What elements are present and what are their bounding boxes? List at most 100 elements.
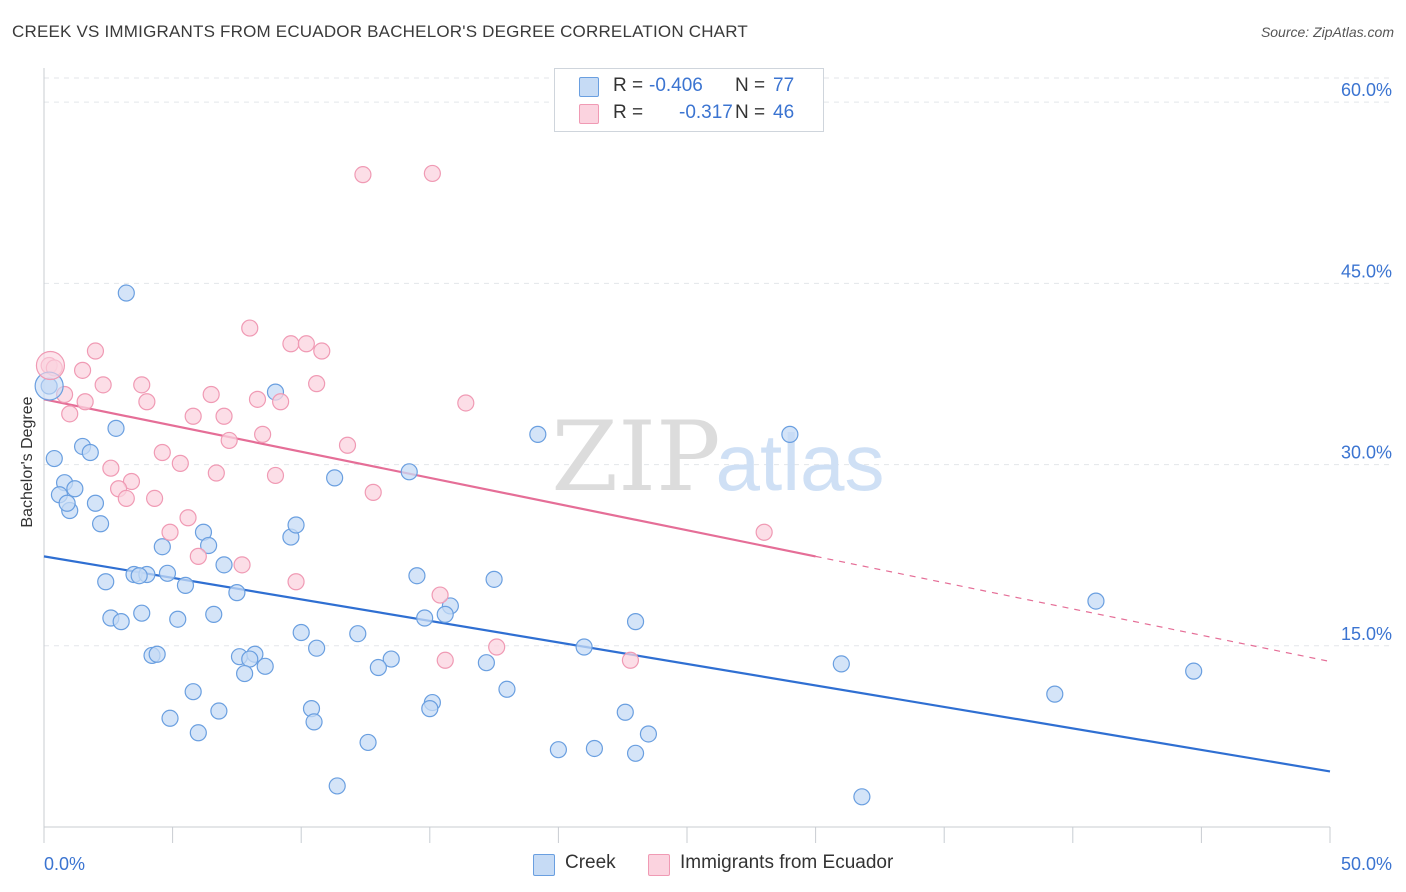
chart-title: CREEK VS IMMIGRANTS FROM ECUADOR BACHELO… <box>12 22 748 41</box>
ecuador-point <box>171 454 189 472</box>
creek-point <box>112 613 130 631</box>
ecuador-point <box>122 472 141 491</box>
y-tick-label: 60.0% <box>1341 80 1392 100</box>
ecuador-point <box>133 376 151 394</box>
creek-point <box>832 655 850 673</box>
ecuador-point <box>61 405 79 423</box>
ecuador-point <box>436 651 454 669</box>
creek-point <box>210 702 228 720</box>
ecuador-point <box>755 523 773 541</box>
creek-point <box>158 564 177 582</box>
bottom-legend-label-creek: Creek <box>565 852 616 873</box>
creek-point <box>287 516 305 534</box>
creek-point <box>256 657 274 675</box>
ecuador-point <box>488 638 506 656</box>
watermark-zip: ZIP <box>551 401 720 513</box>
ecuador-point <box>179 509 197 527</box>
ecuador-point <box>457 394 475 412</box>
ecuador-point <box>313 342 331 360</box>
ecuador-point <box>138 393 156 411</box>
legend-n-value: 46 <box>773 102 795 123</box>
creek-point <box>382 650 400 668</box>
legend-n-value: 77 <box>773 75 795 96</box>
creek-point <box>485 570 503 588</box>
creek-point <box>626 744 645 762</box>
source-label: Source: ZipAtlas.com <box>1260 24 1394 40</box>
trend-lines <box>43 398 1331 773</box>
creek-point <box>328 777 346 795</box>
creek-point <box>326 469 344 487</box>
ecuador-point <box>117 489 135 508</box>
correlation-legend: R = -0.406 N = 77 R = -0.317 N = 46 <box>554 68 824 132</box>
creek-point <box>66 480 84 498</box>
creek-point <box>308 639 326 657</box>
creek-point <box>400 463 418 481</box>
creek-point <box>161 709 179 727</box>
ecuador-point <box>233 556 251 574</box>
ecuador-point <box>364 483 382 501</box>
legend-n-label: N = <box>735 102 766 123</box>
axes <box>43 68 1331 843</box>
ecuador-point <box>94 376 112 394</box>
bottom-legend-swatch-ecuador <box>648 854 670 876</box>
creek-point <box>215 556 233 574</box>
creek-point <box>408 567 426 585</box>
ecuador-point <box>202 385 220 404</box>
ecuador-point <box>207 464 225 482</box>
creek-point <box>200 536 218 555</box>
creek-point <box>477 654 495 672</box>
ecuador-point <box>423 164 441 183</box>
creek-point <box>205 605 223 623</box>
ecuador-point <box>86 342 105 360</box>
ecuador-point <box>248 390 267 408</box>
ecuador-point <box>297 335 315 353</box>
ecuador-point <box>266 466 285 485</box>
ecuador-trend-line <box>43 398 816 558</box>
legend-swatch-ecuador <box>579 104 599 124</box>
creek-point <box>189 724 207 742</box>
creek-point <box>148 645 166 663</box>
y-tick-label: 45.0% <box>1341 261 1392 281</box>
ecuador-point <box>145 489 164 508</box>
ecuador-point <box>76 393 94 411</box>
creek-point <box>549 741 568 759</box>
creek-point <box>359 733 377 752</box>
bottom-legend-label-ecuador: Immigrants from Ecuador <box>680 852 894 873</box>
creek-point <box>626 613 645 631</box>
creek-point <box>130 567 148 585</box>
creek-point <box>585 739 604 758</box>
creek-point <box>781 425 799 443</box>
ecuador-point <box>184 407 202 425</box>
creek-point <box>853 788 871 806</box>
watermark-atlas: atlas <box>716 418 885 507</box>
creek-point <box>416 609 434 627</box>
creek-point <box>153 538 171 556</box>
creek-point <box>176 576 195 594</box>
y-tick-label: 15.0% <box>1341 624 1392 644</box>
tick-labels: 15.0% 30.0% 45.0% 60.0% 0.0% 50.0% <box>44 80 1392 874</box>
creek-point <box>639 725 658 743</box>
creek-point <box>45 449 63 468</box>
ecuador-point <box>35 350 66 381</box>
ecuador-point <box>272 393 290 411</box>
ecuador-point <box>189 547 207 565</box>
creek-point <box>107 419 125 437</box>
creek-point <box>421 700 439 718</box>
creek-point <box>1087 592 1105 610</box>
ecuador-point <box>287 573 305 591</box>
creek-point <box>349 625 367 643</box>
x-tick-label-end: 50.0% <box>1341 854 1392 874</box>
ecuador-point <box>220 431 238 450</box>
creek-trend-line <box>43 555 1331 773</box>
creek-point <box>58 494 76 512</box>
legend-r-label: R = <box>613 102 644 123</box>
ecuador-point <box>215 407 233 425</box>
legend-r-value: -0.317 <box>679 102 733 123</box>
ecuador-point <box>621 651 640 669</box>
creek-point <box>436 605 454 623</box>
ecuador-point <box>73 361 92 379</box>
ecuador-point <box>161 523 179 541</box>
data-points <box>34 164 1203 806</box>
ecuador-point <box>308 375 326 393</box>
